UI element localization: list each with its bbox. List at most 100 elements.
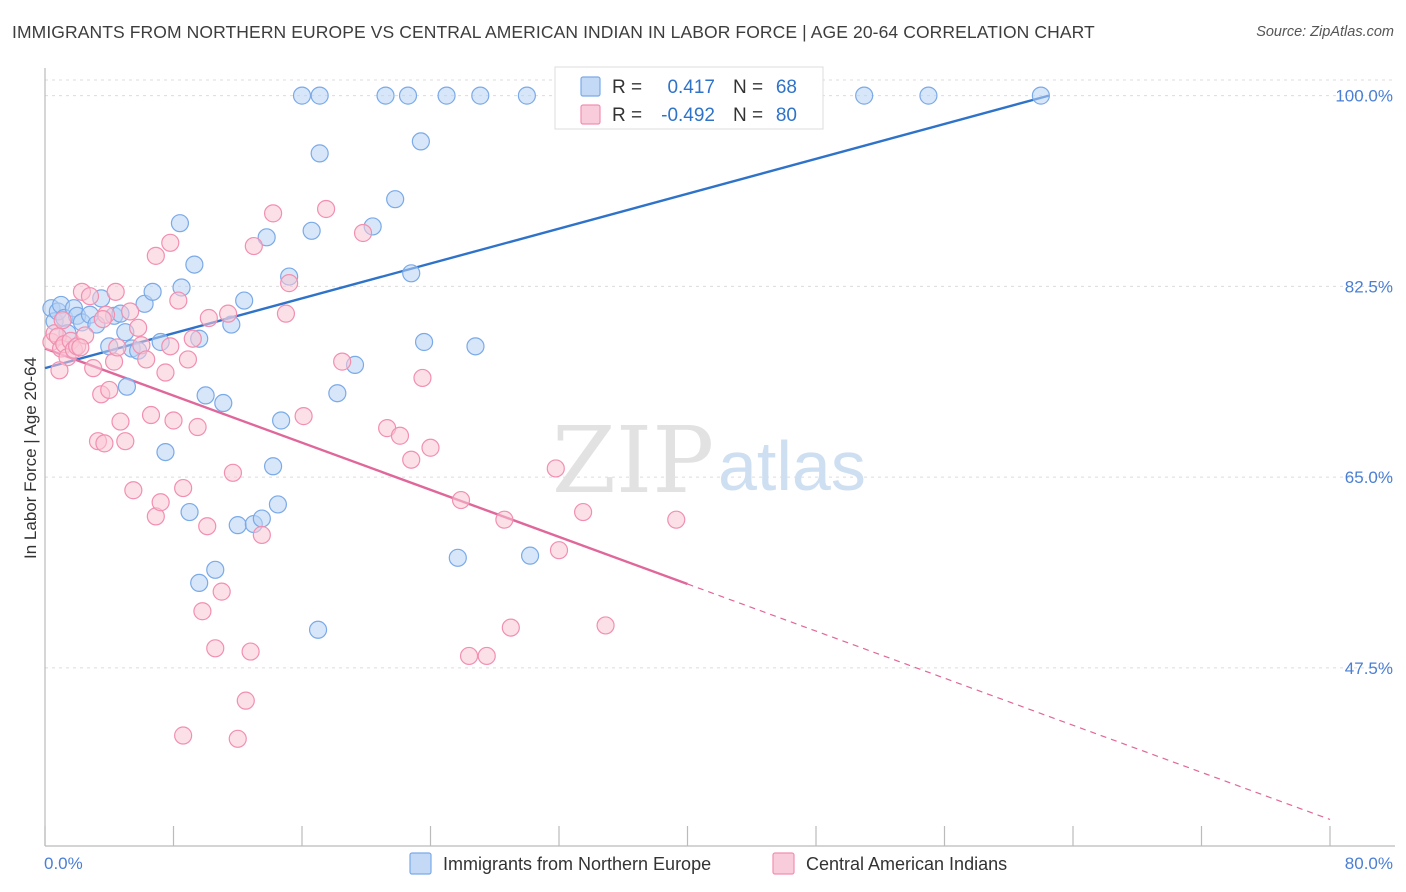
point-central-american-indian xyxy=(495,510,514,529)
legend-swatch-0 xyxy=(580,76,601,97)
point-central-american-indian xyxy=(667,510,686,529)
point-central-american-indian xyxy=(121,302,140,321)
point-northern-europe xyxy=(196,386,215,405)
point-northern-europe xyxy=(214,393,233,413)
point-northern-europe xyxy=(1031,86,1050,105)
point-northern-europe xyxy=(386,190,405,209)
point-central-american-indian xyxy=(198,517,217,536)
legend-r-value: -0.492 xyxy=(661,105,715,126)
point-central-american-indian xyxy=(573,502,593,522)
point-central-american-indian xyxy=(164,411,183,430)
point-central-american-indian xyxy=(108,338,127,357)
point-central-american-indian xyxy=(294,407,313,426)
y-tick-label: 65.0% xyxy=(1345,468,1393,487)
legend-n-value: 80 xyxy=(776,105,797,126)
point-northern-europe xyxy=(310,86,329,105)
point-central-american-indian xyxy=(276,304,296,323)
point-central-american-indian xyxy=(206,639,225,658)
point-central-american-indian xyxy=(80,287,100,306)
point-central-american-indian xyxy=(106,282,125,301)
source-label: Source: ZipAtlas.com xyxy=(1256,24,1394,40)
point-northern-europe xyxy=(376,86,395,105)
point-central-american-indian xyxy=(241,642,260,661)
point-northern-europe xyxy=(437,86,456,105)
point-central-american-indian xyxy=(316,199,336,219)
point-northern-europe xyxy=(117,377,137,396)
point-northern-europe xyxy=(308,620,328,639)
watermark-atlas: atlas xyxy=(718,427,866,505)
point-northern-europe xyxy=(252,509,271,528)
point-central-american-indian xyxy=(183,329,202,348)
point-central-american-indian xyxy=(390,426,410,445)
point-northern-europe xyxy=(257,228,276,247)
point-northern-europe xyxy=(292,86,312,105)
legend-r-label: R = xyxy=(612,105,642,126)
point-central-american-indian xyxy=(146,246,165,265)
point-central-american-indian xyxy=(174,726,193,745)
point-northern-europe xyxy=(272,411,291,430)
point-northern-europe xyxy=(180,502,199,522)
point-northern-europe xyxy=(855,86,874,105)
point-central-american-indian xyxy=(353,223,373,243)
axes xyxy=(44,68,1395,847)
watermark-zip: ZIP xyxy=(552,407,714,514)
point-central-american-indian xyxy=(501,618,520,637)
legend-r-value: 0.417 xyxy=(667,77,715,98)
bottom-legend-label-1: Central American Indians xyxy=(806,854,1007,874)
grid-lines xyxy=(45,79,1395,669)
point-central-american-indian xyxy=(137,350,156,369)
point-central-american-indian xyxy=(53,311,72,330)
y-tick-labels: 47.5% 65.0% 82.5% 100.0% xyxy=(1335,87,1393,678)
point-northern-europe xyxy=(143,282,162,301)
point-central-american-indian xyxy=(477,646,496,666)
point-central-american-indian xyxy=(178,350,198,369)
legend-r-label: R = xyxy=(612,77,642,98)
bottom-legend-swatch-0 xyxy=(409,852,432,875)
point-northern-europe xyxy=(398,86,418,105)
point-central-american-indian xyxy=(333,352,352,371)
point-central-american-indian xyxy=(141,405,161,425)
point-central-american-indian xyxy=(252,525,271,545)
point-central-american-indian xyxy=(459,646,479,666)
legend-n-label: N = xyxy=(733,105,763,126)
point-central-american-indian xyxy=(402,450,421,469)
y-tick-label: 82.5% xyxy=(1345,277,1393,296)
point-central-american-indian xyxy=(174,478,193,498)
point-central-american-indian xyxy=(421,438,440,457)
point-central-american-indian xyxy=(129,318,148,337)
point-northern-europe xyxy=(448,548,467,567)
x-tick-label: 0.0% xyxy=(44,854,83,873)
bottom-legend-swatch-1 xyxy=(772,852,795,875)
point-northern-europe xyxy=(206,560,225,579)
point-northern-europe xyxy=(156,442,175,462)
point-northern-europe xyxy=(520,546,540,565)
trend-line-1 xyxy=(44,347,688,586)
point-northern-europe xyxy=(414,332,434,352)
point-northern-europe xyxy=(263,457,283,476)
point-central-american-indian xyxy=(228,729,247,748)
legend-swatch-1 xyxy=(580,104,601,125)
watermark: ZIP atlas xyxy=(552,407,866,514)
point-northern-europe xyxy=(228,516,247,535)
point-central-american-indian xyxy=(100,380,119,400)
point-northern-europe xyxy=(411,132,430,151)
point-northern-europe xyxy=(310,144,329,163)
point-central-american-indian xyxy=(169,291,188,310)
point-central-american-indian xyxy=(546,459,565,478)
point-northern-europe xyxy=(328,384,347,403)
legend-n-label: N = xyxy=(733,77,763,98)
point-central-american-indian xyxy=(93,309,112,329)
point-northern-europe xyxy=(268,495,288,514)
point-central-american-indian xyxy=(199,308,218,328)
point-central-american-indian xyxy=(151,493,170,512)
point-central-american-indian xyxy=(156,363,175,382)
point-central-american-indian xyxy=(71,338,90,357)
x-tick-labels: 0.0% 80.0% xyxy=(44,854,1393,873)
point-northern-europe xyxy=(185,255,204,274)
point-central-american-indian xyxy=(236,691,255,710)
point-northern-europe xyxy=(170,214,190,233)
point-central-american-indian xyxy=(596,616,615,635)
point-central-american-indian xyxy=(549,541,569,560)
correlation-legend: R = 0.417 N = 68 R = -0.492 N = 80 xyxy=(554,66,824,130)
